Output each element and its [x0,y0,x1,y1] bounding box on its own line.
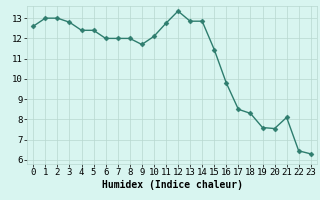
X-axis label: Humidex (Indice chaleur): Humidex (Indice chaleur) [101,180,243,190]
